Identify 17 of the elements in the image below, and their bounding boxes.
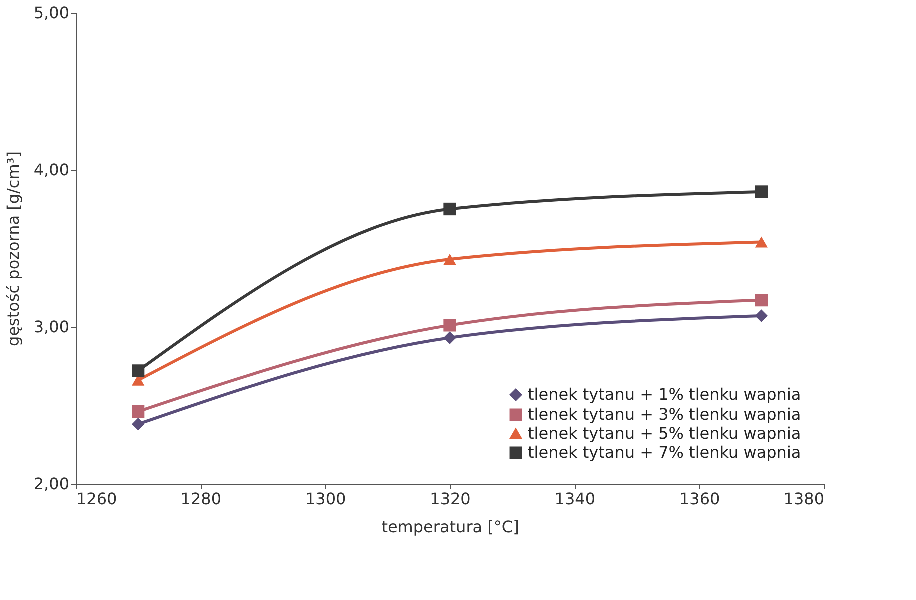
x-tick-label: 1380 <box>784 490 824 508</box>
x-axis-title: temperatura [°C] <box>382 518 520 536</box>
y-tick-label: 2,00 <box>34 474 70 494</box>
legend-label: tlenek tytanu + 5% tlenku wapnia <box>528 424 802 443</box>
y-tick-label: 3,00 <box>34 318 70 336</box>
x-tick-label: 1320 <box>430 490 471 508</box>
legend-label: tlenek tytanu + 3% tlenku wapnia <box>528 405 802 424</box>
y-tick-label: 5,00 <box>34 4 70 22</box>
x-tick-label: 1360 <box>679 490 720 508</box>
x-tick-label: 1280 <box>180 490 222 508</box>
x-tick-label: 1260 <box>76 490 118 508</box>
legend-label: tlenek tytanu + 1% tlenku wapnia <box>528 385 802 404</box>
x-tick-label: 1300 <box>305 490 346 508</box>
y-axis-title: gęstość pozorna [g/cm³] <box>4 152 23 346</box>
x-tick-label: 1340 <box>554 490 596 508</box>
y-tick-label: 4,00 <box>34 160 70 180</box>
legend-label: tlenek tytanu + 7% tlenku wapnia <box>528 443 802 462</box>
